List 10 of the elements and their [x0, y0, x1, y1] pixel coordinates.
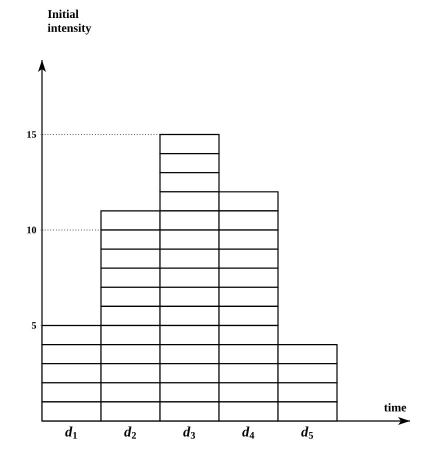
y-tick-label: 10	[27, 226, 36, 234]
x-tick-label: d$_{5}$	[301, 426, 314, 439]
y-tick-label: 5	[32, 322, 36, 329]
y-axis-title: Initial intensity	[48, 10, 92, 34]
x-tick-label: d$_{2}$	[124, 426, 136, 439]
y-tick-label: 15	[27, 131, 36, 138]
x-tick-label: d$_{3}$	[183, 426, 196, 439]
x-tick-label: d$_{1}$	[65, 426, 77, 439]
x-tick-label: d$_{4}$	[242, 426, 254, 439]
x-axis-title: time	[384, 403, 406, 412]
